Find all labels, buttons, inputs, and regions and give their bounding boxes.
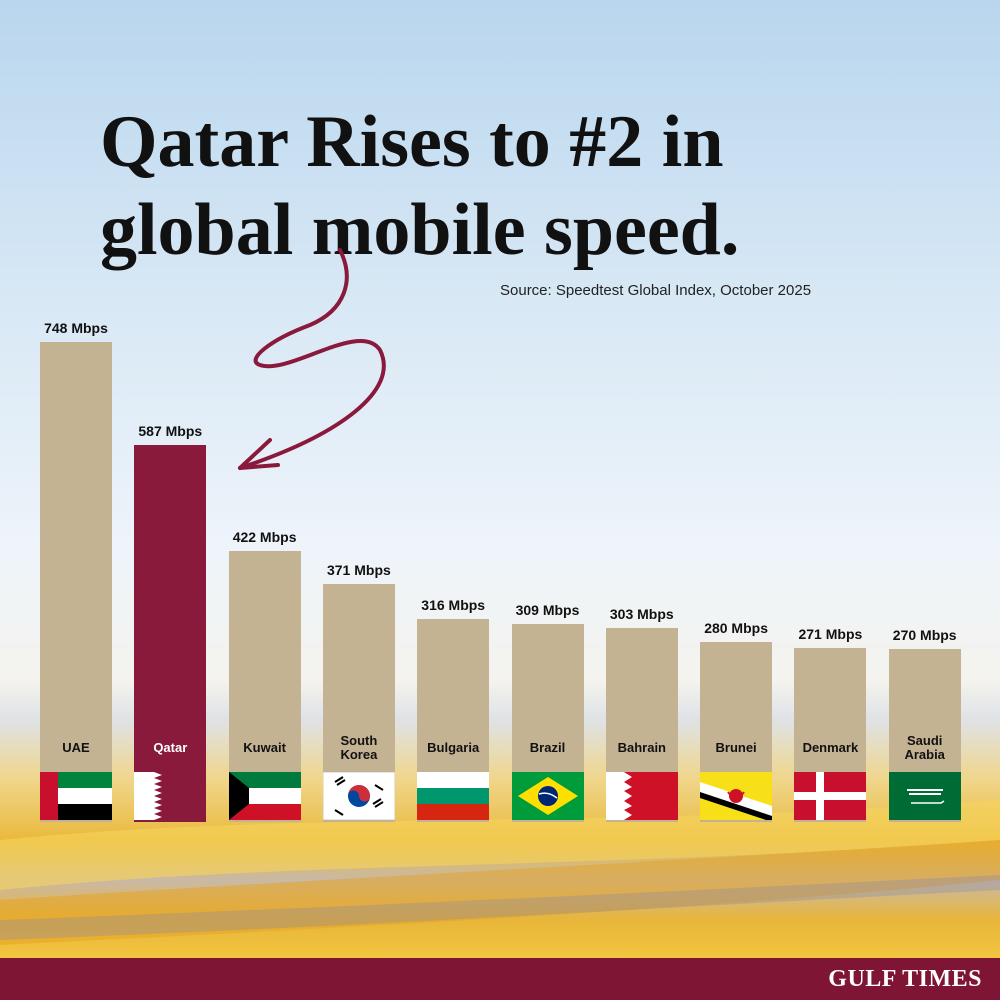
flag (605, 772, 678, 820)
bar (134, 445, 207, 822)
footer: GULF TIMES (0, 958, 1000, 1000)
value-label: 303 Mbps (609, 605, 674, 622)
flag-graphic (888, 772, 961, 820)
category-label: UAE (62, 740, 90, 755)
title: Qatar Rises to #2 in global mobile speed… (100, 101, 740, 271)
arrow (238, 248, 386, 470)
bar (40, 342, 112, 822)
category-label: Bahrain (617, 740, 666, 755)
flag-graphic (794, 772, 867, 820)
value-label: 280 Mbps (704, 620, 768, 637)
flag-graphic (40, 772, 112, 820)
flag (511, 772, 584, 820)
value-label: 587 Mbps (138, 423, 203, 440)
category-label: South Korea (340, 733, 378, 762)
flag (794, 772, 867, 820)
flag (417, 772, 490, 820)
category-label: Brazil (529, 740, 566, 755)
category-label: Brunei (715, 740, 757, 755)
value-label: 748 Mbps (44, 320, 108, 336)
category-label: Denmark (802, 740, 859, 755)
flag-graphic (700, 772, 773, 820)
value-label: 271 Mbps (798, 626, 863, 643)
flag-graphic (511, 772, 584, 820)
flag (40, 772, 112, 820)
value-label: 422 Mbps (232, 529, 297, 546)
value-label: 270 Mbps (892, 626, 957, 643)
category-label: Qatar (153, 740, 188, 755)
value-label: 371 Mbps (326, 561, 391, 578)
category-label: Kuwait (243, 740, 286, 755)
flag-graphic (605, 772, 678, 820)
flag-graphic (322, 771, 396, 821)
category-label: Bulgaria (427, 740, 480, 755)
value-label: 309 Mbps (515, 601, 580, 618)
flag (134, 772, 207, 820)
flag-graphic (134, 772, 207, 820)
flag (888, 772, 961, 820)
subtitle: Source: Speedtest Global Index, October … (500, 282, 812, 299)
flag-graphic (228, 772, 301, 820)
flag (228, 772, 301, 820)
category-label: Saudi Arabia (904, 733, 945, 762)
background-streaks (0, 800, 1000, 945)
flag-graphic (417, 772, 490, 820)
flag (700, 772, 773, 820)
brand: GULF TIMES (828, 966, 982, 992)
flag (322, 771, 396, 821)
value-label: 316 Mbps (421, 597, 486, 614)
